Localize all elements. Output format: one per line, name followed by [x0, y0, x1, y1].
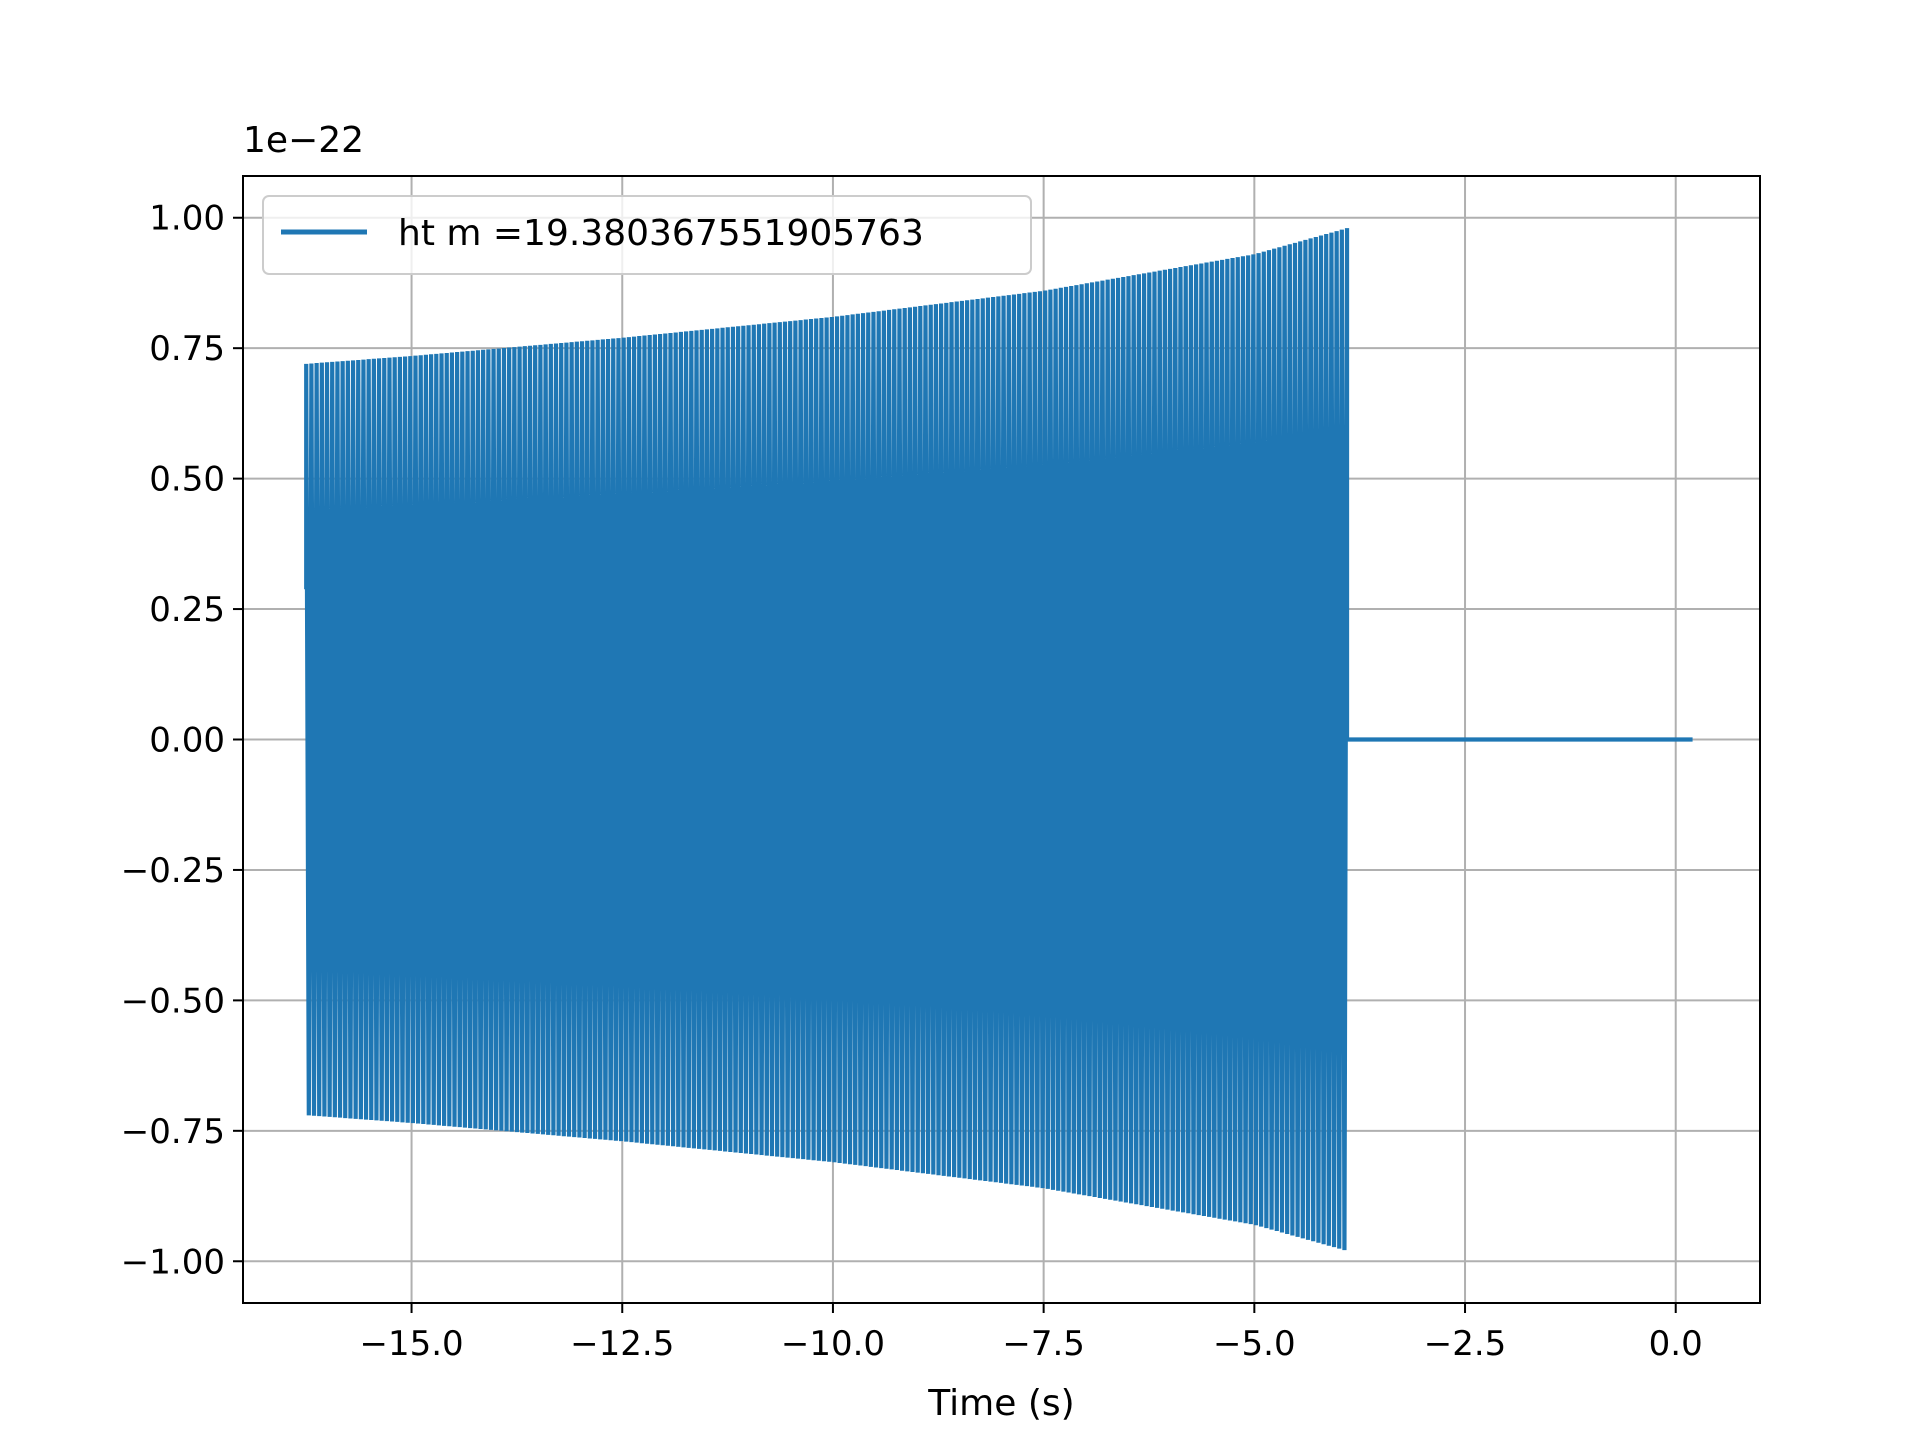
- legend: ht m =19.380367551905763: [262, 195, 1032, 275]
- y-tick-label-1: 0.75: [149, 329, 225, 369]
- x-tick-label-3: −7.5: [1002, 1324, 1085, 1364]
- x-tick-label-4: −5.0: [1213, 1324, 1296, 1364]
- x-axis: −15.0 −12.5 −10.0 −7.5 −5.0 −2.5 0.0: [359, 1303, 1703, 1364]
- x-tick-label-0: −15.0: [359, 1324, 463, 1364]
- x-tick-label-6: 0.0: [1649, 1324, 1703, 1364]
- series-layer: [304, 228, 1693, 1251]
- y-tick-label-4: 0.00: [149, 721, 225, 761]
- y-axis: 1.00 0.75 0.50 0.25 0.00 −0.25 −0.50 −0.75 −1.00: [121, 199, 243, 1282]
- x-tick-label-2: −10.0: [781, 1324, 885, 1364]
- y-tick-label-2: 0.50: [149, 460, 225, 500]
- y-tick-label-0: 1.00: [149, 199, 225, 239]
- x-axis-title: Time (s): [927, 1383, 1074, 1424]
- y-tick-label-8: −1.00: [121, 1242, 225, 1282]
- y-tick-label-5: −0.25: [121, 851, 225, 891]
- y-tick-label-7: −0.75: [121, 1112, 225, 1152]
- series-line-0: [304, 228, 1693, 1251]
- y-tick-label-3: 0.25: [149, 590, 225, 630]
- y-tick-label-6: −0.50: [121, 981, 225, 1021]
- x-tick-label-1: −12.5: [570, 1324, 674, 1364]
- x-tick-label-5: −2.5: [1424, 1324, 1507, 1364]
- y-offset-label: 1e−22: [243, 120, 364, 161]
- legend-box: [262, 195, 1032, 275]
- legend-entry-label: ht m =19.380367551905763: [398, 213, 924, 254]
